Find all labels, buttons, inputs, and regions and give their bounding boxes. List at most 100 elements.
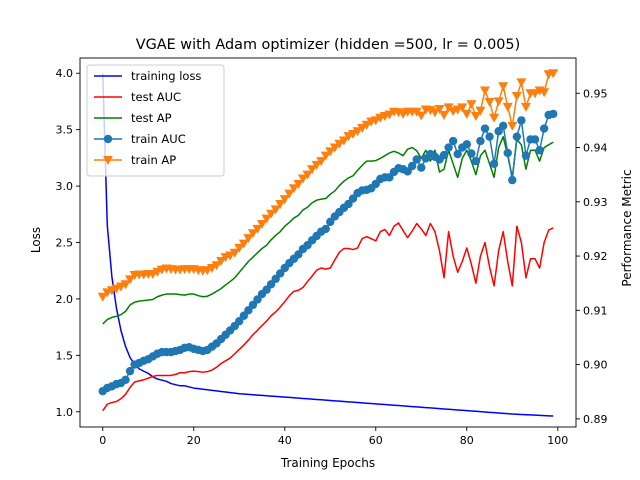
legend-item: test AUC [94,90,181,104]
data-point [361,120,372,130]
data-point [325,147,336,157]
data-point [120,280,131,290]
series-test-AP [102,135,554,325]
y-axis-right-label: Performance Metric [620,169,634,286]
data-point [508,175,517,185]
y-left-tick-label: 4.0 [56,67,74,80]
data-point [453,149,462,159]
data-point [549,109,558,119]
legend-label: train AP [131,153,176,167]
series-layer [97,69,559,417]
x-tick-label: 20 [187,434,201,447]
data-point [512,132,522,141]
data-point [279,195,290,205]
y-left-tick-label: 1.5 [56,349,74,362]
legend-label: test AUC [131,90,181,104]
chart-title: VGAE with Adam optimizer (hidden =500, l… [136,37,520,53]
data-point [484,97,495,107]
data-point [516,78,527,88]
data-point [252,224,263,234]
data-point [539,88,550,98]
series-line [102,135,554,325]
legend: training loss test AUC test AP train AUC tra… [86,64,225,177]
data-point [284,189,295,199]
data-point [466,100,477,110]
legend-label: training loss [131,69,201,83]
x-axis-label: Training Epochs [280,456,375,470]
legend-label: test AP [131,111,172,125]
data-point [125,275,136,285]
data-point [311,160,322,170]
data-point [125,366,135,376]
data-point [216,256,227,266]
legend-marker [103,156,113,165]
data-point [439,150,449,160]
y-axis-left-label: Loss [29,227,43,253]
data-point [302,170,313,180]
data-point [97,292,108,302]
data-point [489,113,500,123]
y-left-tick-label: 3.0 [56,180,74,193]
data-point [462,140,471,149]
data-point [479,86,490,96]
data-point [417,163,426,172]
data-point [320,151,331,161]
data-point [489,159,499,169]
ticks-layer: 0 20 40 60 80 100 1.0 1.5 2.0 2.5 3.0 3.5 4.0 0.89 0.9… [56,67,608,447]
data-point [434,105,445,115]
y-right-tick-label: 0.95 [583,87,608,100]
y-right-tick-label: 0.89 [583,413,608,426]
data-point [334,139,345,149]
data-point [480,124,490,133]
data-point [429,108,440,118]
data-point [444,143,453,152]
y-left-tick-label: 2.5 [56,237,74,250]
data-point [238,239,249,249]
data-point [412,155,421,164]
data-point [293,179,304,189]
data-point [520,102,531,112]
y-right-tick-label: 0.92 [583,250,608,263]
data-point [407,161,417,171]
legend-marker [103,134,113,144]
data-point [229,248,240,258]
data-point [511,91,522,101]
legend-item: train AUC [94,132,186,146]
data-point [338,136,349,146]
y-left-tick-label: 2.0 [56,293,74,306]
y-right-tick-label: 0.90 [583,359,608,372]
x-tick-label: 60 [369,434,383,447]
data-point [243,234,254,244]
y-right-tick-label: 0.94 [583,142,608,155]
data-point [307,165,318,175]
legend-box [86,64,225,177]
data-point [352,127,363,137]
data-point [257,220,268,230]
series-line [102,222,554,412]
series-test-AUC [102,222,554,412]
data-point [493,97,504,107]
legend-item: train AP [94,153,176,167]
data-point [234,243,245,253]
data-point [539,124,549,133]
legend-label: train AUC [131,132,186,146]
x-tick-label: 0 [99,434,106,447]
series-train-AUC [98,109,558,396]
x-tick-label: 100 [547,434,568,447]
data-point [261,214,272,224]
data-point [439,110,450,120]
data-point [517,116,526,125]
data-point [121,375,130,384]
data-point [321,224,330,234]
data-point [548,69,559,79]
data-point [471,156,481,166]
data-point [498,82,509,92]
data-point [470,112,481,122]
series-train-AP [97,69,559,302]
legend-item: training loss [94,69,201,83]
data-point [297,174,308,184]
data-point [288,184,299,194]
data-point [211,261,222,271]
x-tick-label: 80 [460,434,474,447]
